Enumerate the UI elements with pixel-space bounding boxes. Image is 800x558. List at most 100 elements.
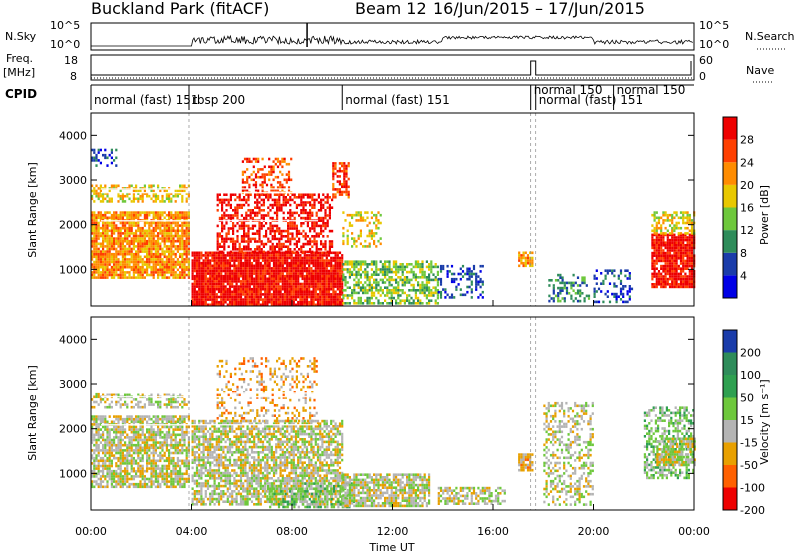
heatmap-cell: [377, 273, 379, 276]
heatmap-cell: [113, 232, 115, 235]
heatmap-cell: [386, 279, 388, 282]
heatmap-cell: [397, 268, 399, 271]
heatmap-cell: [669, 252, 671, 255]
heatmap-cell: [332, 280, 334, 283]
heatmap-cell: [296, 243, 298, 246]
heatmap-cell: [341, 165, 343, 168]
heatmap-cell: [131, 243, 133, 246]
heatmap-cell: [205, 288, 207, 291]
heatmap-cell: [271, 288, 273, 291]
heatmap-cell: [128, 227, 130, 230]
heatmap-cell: [682, 211, 684, 214]
heatmap-cell: [269, 196, 271, 199]
heatmap-cell: [651, 265, 653, 268]
heatmap-cell: [225, 262, 227, 265]
heatmap-cell: [181, 276, 183, 279]
heatmap-cell: [315, 272, 317, 275]
heatmap-cell: [280, 291, 282, 294]
heatmap-cell: [181, 211, 183, 214]
heatmap-cell: [261, 217, 263, 220]
heatmap-cell: [382, 292, 384, 295]
heatmap-cell: [319, 265, 321, 268]
heatmap-cell: [667, 283, 669, 286]
heatmap-cell: [328, 280, 330, 283]
heatmap-cell: [371, 260, 373, 263]
heatmap-cell: [660, 267, 662, 270]
heatmap-cell: [684, 249, 686, 252]
heatmap-cell: [328, 275, 330, 278]
heatmap-cell: [148, 256, 150, 259]
heatmap-cell: [334, 188, 336, 191]
heatmap-cell: [142, 243, 144, 246]
heatmap-cell: [286, 272, 288, 275]
heatmap-cell: [258, 288, 260, 291]
heatmap-cell: [297, 291, 299, 294]
heatmap-cell: [669, 262, 671, 265]
heatmap-cell: [264, 298, 266, 301]
heatmap-cell: [449, 270, 451, 273]
heatmap-cell: [680, 273, 682, 276]
heatmap-cell: [369, 235, 371, 238]
heatmap-cell: [306, 301, 308, 304]
heatmap-cell: [157, 263, 159, 266]
heatmap-cell: [115, 250, 117, 253]
heatmap-cell: [313, 259, 315, 262]
heatmap-cell: [680, 257, 682, 260]
heatmap-cell: [117, 240, 119, 243]
heatmap-cell: [249, 257, 251, 260]
heatmap-cell: [209, 265, 211, 268]
heatmap-cell: [275, 301, 277, 304]
heatmap-cell: [194, 278, 196, 281]
heatmap-cell: [155, 240, 157, 243]
heatmap-cell: [207, 285, 209, 288]
heatmap-cell: [106, 253, 108, 256]
heatmap-cell: [369, 302, 371, 305]
heatmap-cell: [128, 261, 130, 264]
heatmap-cell: [415, 260, 417, 263]
heatmap-cell: [177, 258, 179, 261]
heatmap-cell: [170, 235, 172, 238]
heatmap-cell: [159, 237, 161, 240]
heatmap-cell: [170, 266, 172, 269]
heatmap-cell: [316, 235, 318, 238]
heatmap-cell: [177, 235, 179, 238]
heatmap-cell: [277, 280, 279, 283]
heatmap-cell: [371, 237, 373, 240]
heatmap-cell: [203, 296, 205, 299]
heatmap-cell: [111, 200, 113, 203]
heatmap-cell: [680, 252, 682, 255]
heatmap-cell: [410, 302, 412, 305]
heatmap-cell: [369, 222, 371, 225]
heatmap-cell: [297, 296, 299, 299]
heatmap-cell: [294, 201, 296, 204]
heatmap-cell: [689, 286, 691, 289]
heatmap-cell: [377, 219, 379, 222]
heatmap-cell: [227, 291, 229, 294]
heatmap-cell: [297, 259, 299, 262]
heatmap-cell: [344, 268, 346, 271]
heatmap-cell: [225, 267, 227, 270]
heatmap-cell: [364, 263, 366, 266]
heatmap-cell: [186, 235, 188, 238]
heatmap-cell: [660, 257, 662, 260]
heatmap-cell: [128, 211, 130, 214]
heatmap-cell: [148, 274, 150, 277]
heatmap-cell: [183, 211, 185, 214]
heatmap-cell: [309, 248, 311, 251]
heatmap-cell: [629, 298, 631, 301]
heatmap-cell: [624, 301, 626, 304]
heatmap-cell: [426, 279, 428, 282]
heatmap-cell: [106, 258, 108, 261]
heatmap-cell: [209, 288, 211, 291]
heatmap-cell: [364, 281, 366, 284]
heatmap-cell: [684, 222, 686, 225]
heatmap-cell: [148, 235, 150, 238]
heatmap-cell: [258, 227, 260, 230]
heatmap-cell: [247, 230, 249, 233]
heatmap-cell: [369, 279, 371, 282]
heatmap-cell: [673, 249, 675, 252]
heatmap-cell: [667, 278, 669, 281]
heatmap-cell: [654, 260, 656, 263]
heatmap-cell: [258, 293, 260, 296]
heatmap-cell: [221, 245, 223, 248]
